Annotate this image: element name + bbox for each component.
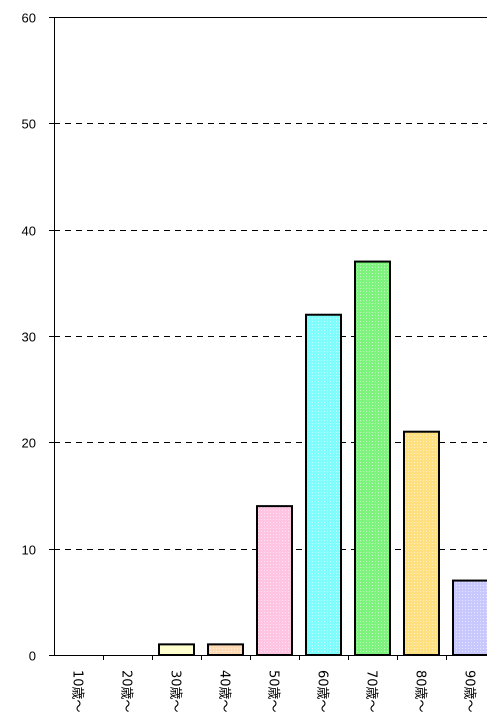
x-tick-label-4: 50歳～: [266, 670, 281, 713]
x-tick-label-6: 70歳～: [364, 670, 379, 713]
x-tick-label-7: 80歳～: [413, 670, 428, 713]
bar-outline-4: [256, 505, 293, 656]
x-axis-ticks: 10歳～ 20歳～ 30歳～ 40歳～ 50歳～ 60歳～ 70歳～ 80歳～ 90歳～: [70, 655, 477, 713]
bar-outline-5: [305, 313, 342, 656]
y-tick-label-30: 30: [22, 330, 36, 345]
bar-outline-6: [354, 260, 391, 656]
x-tick-label-0: 10歳～: [70, 670, 85, 713]
y-tick-label-0: 0: [29, 649, 36, 664]
axes: [54, 17, 487, 656]
y-tick-label-20: 20: [22, 436, 36, 451]
y-tick-label-50: 50: [22, 117, 36, 132]
x-tick-label-3: 40歳～: [217, 670, 232, 713]
bar-outline-2: [158, 643, 195, 656]
y-tick-label-40: 40: [22, 224, 36, 239]
y-tick-label-10: 10: [22, 543, 36, 558]
bar-outline-8: [452, 579, 487, 656]
y-axis-ticks: 0 10 20 30 40 50 60: [22, 11, 54, 664]
x-tick-label-8: 90歳～: [462, 670, 477, 713]
x-tick-label-1: 20歳～: [119, 670, 134, 713]
x-tick-label-2: 30歳～: [168, 670, 183, 713]
y-tick-label-60: 60: [22, 11, 36, 26]
bar-outline-7: [403, 430, 440, 657]
bar-outline-3: [207, 643, 244, 656]
bars: [158, 260, 487, 657]
x-tick-label-5: 60歳～: [315, 670, 330, 713]
